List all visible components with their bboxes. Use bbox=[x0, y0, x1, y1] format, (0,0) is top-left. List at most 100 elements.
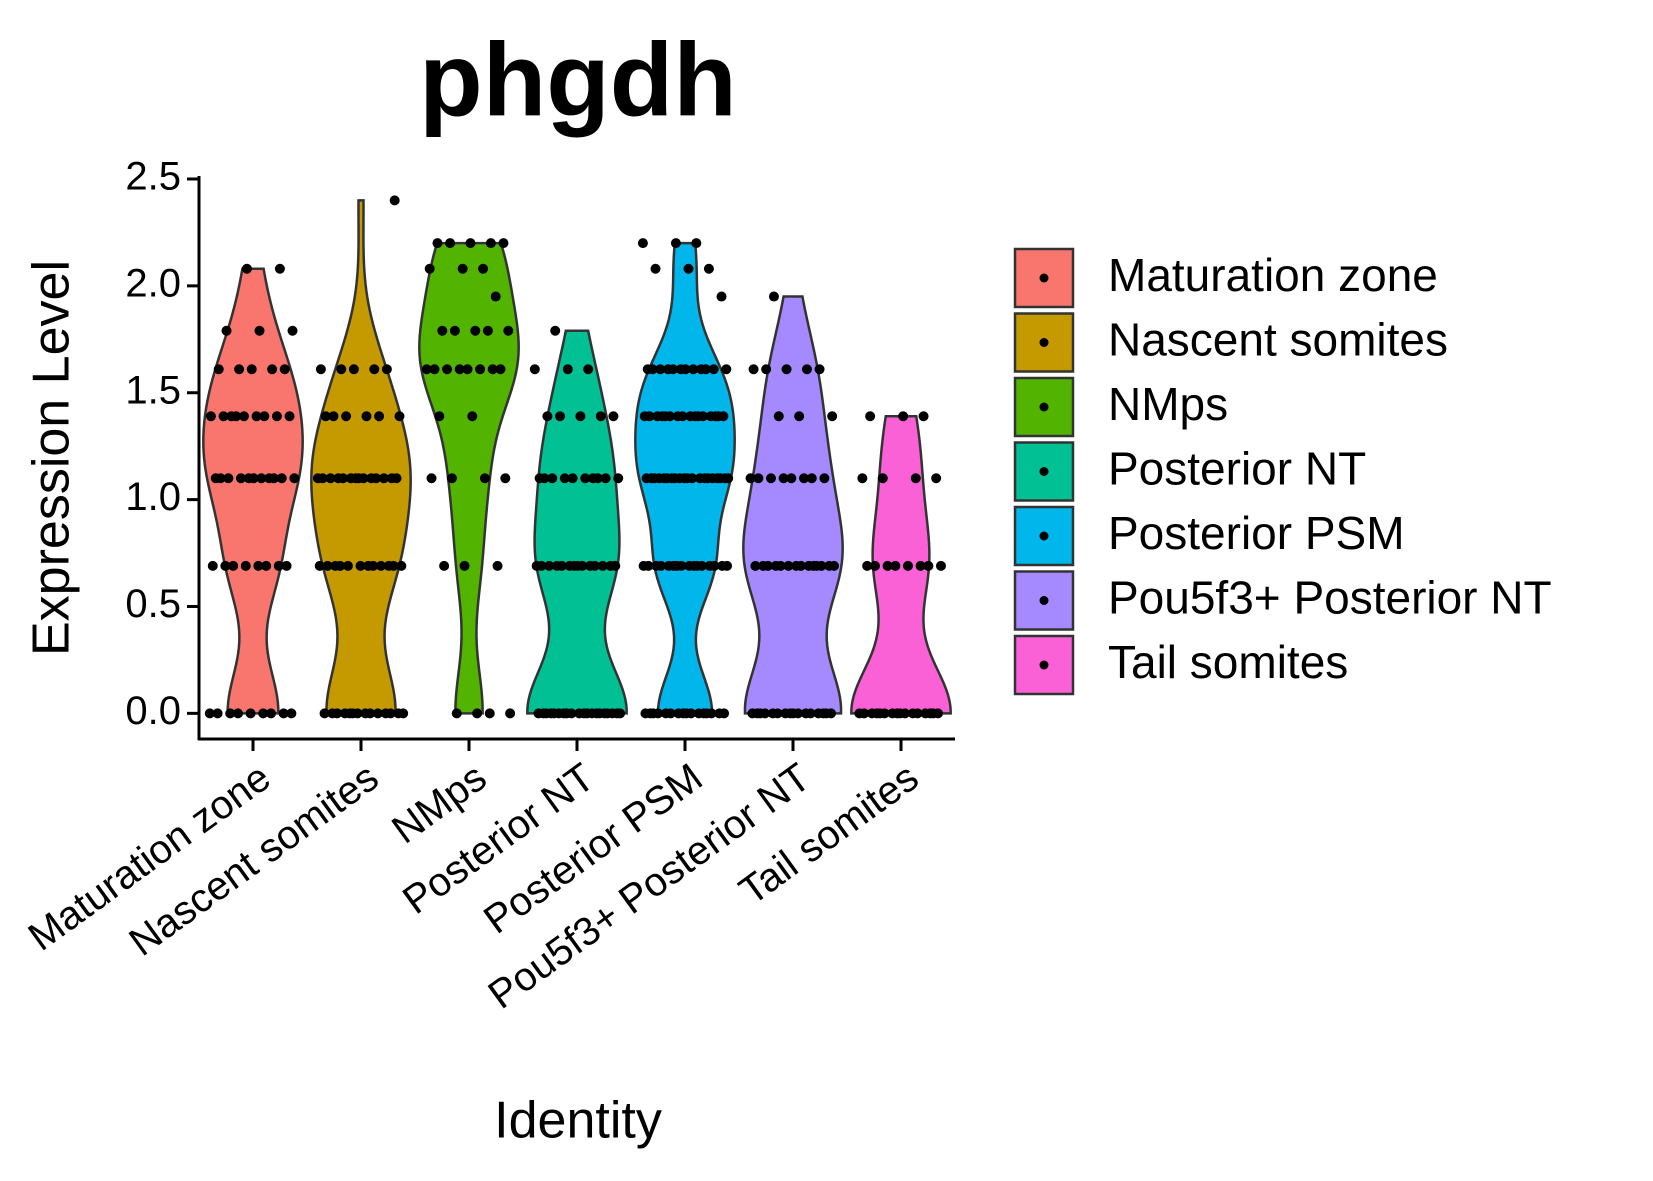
data-point bbox=[220, 560, 231, 571]
data-point bbox=[714, 708, 725, 719]
data-point bbox=[240, 560, 251, 571]
data-point bbox=[315, 364, 326, 375]
data-point bbox=[235, 473, 246, 484]
data-point bbox=[683, 263, 694, 274]
legend-label: Nascent somites bbox=[1108, 314, 1448, 366]
data-point bbox=[544, 560, 555, 571]
y-tick-label: 0.0 bbox=[125, 689, 181, 733]
data-point bbox=[660, 411, 671, 422]
data-point bbox=[550, 325, 561, 336]
data-point bbox=[854, 708, 865, 719]
data-point bbox=[721, 364, 732, 375]
data-point bbox=[819, 473, 830, 484]
data-point bbox=[245, 708, 256, 719]
y-tick-label: 2.0 bbox=[125, 261, 181, 305]
data-point bbox=[813, 708, 824, 719]
data-point bbox=[320, 411, 331, 422]
data-point bbox=[503, 325, 514, 336]
data-point bbox=[778, 473, 789, 484]
data-point bbox=[386, 473, 397, 484]
data-point bbox=[426, 473, 437, 484]
data-point bbox=[703, 263, 714, 274]
data-point bbox=[918, 411, 929, 422]
data-point bbox=[457, 263, 468, 274]
data-point bbox=[274, 263, 285, 274]
data-point bbox=[490, 291, 501, 302]
data-point bbox=[637, 238, 648, 249]
data-point bbox=[567, 473, 578, 484]
violin bbox=[310, 199, 412, 715]
data-point bbox=[327, 708, 338, 719]
data-point bbox=[882, 560, 893, 571]
data-point bbox=[821, 708, 832, 719]
data-point bbox=[713, 411, 724, 422]
data-point bbox=[207, 560, 218, 571]
data-point bbox=[638, 560, 649, 571]
legend-label: Maturation zone bbox=[1108, 249, 1438, 301]
data-point bbox=[745, 473, 756, 484]
data-point bbox=[264, 473, 275, 484]
data-point bbox=[353, 473, 364, 484]
data-point bbox=[902, 560, 913, 571]
data-point bbox=[640, 708, 651, 719]
data-point bbox=[241, 263, 252, 274]
data-point bbox=[582, 708, 593, 719]
data-point bbox=[801, 364, 812, 375]
data-point bbox=[910, 473, 921, 484]
data-point bbox=[613, 473, 624, 484]
data-point bbox=[786, 473, 797, 484]
data-point bbox=[442, 364, 453, 375]
data-point bbox=[748, 364, 759, 375]
data-point bbox=[562, 364, 573, 375]
data-point bbox=[671, 560, 682, 571]
data-point bbox=[583, 364, 594, 375]
data-point bbox=[534, 473, 545, 484]
data-point bbox=[462, 364, 473, 375]
data-point bbox=[753, 473, 764, 484]
data-point bbox=[615, 708, 626, 719]
data-point bbox=[648, 708, 659, 719]
data-point bbox=[375, 560, 386, 571]
data-point bbox=[210, 473, 221, 484]
data-point bbox=[651, 560, 662, 571]
data-point bbox=[492, 560, 503, 571]
data-point bbox=[380, 708, 391, 719]
data-point bbox=[931, 473, 942, 484]
y-tick-label: 1.0 bbox=[125, 475, 181, 519]
data-point bbox=[780, 708, 791, 719]
data-point bbox=[652, 411, 663, 422]
legend-key-dot bbox=[1039, 596, 1049, 605]
data-point bbox=[226, 411, 237, 422]
data-point bbox=[660, 708, 671, 719]
data-point bbox=[688, 364, 699, 375]
data-point bbox=[755, 708, 766, 719]
data-point bbox=[862, 560, 873, 571]
data-point bbox=[541, 708, 552, 719]
data-point bbox=[256, 473, 267, 484]
data-point bbox=[498, 238, 509, 249]
legend-label: Pou5f3+ Posterior NT bbox=[1108, 572, 1552, 624]
data-point bbox=[465, 238, 476, 249]
data-point bbox=[907, 708, 918, 719]
data-point bbox=[800, 708, 811, 719]
data-point bbox=[717, 560, 728, 571]
data-point bbox=[212, 708, 223, 719]
data-point bbox=[887, 708, 898, 719]
data-point bbox=[585, 560, 596, 571]
data-point bbox=[366, 473, 377, 484]
data-point bbox=[694, 473, 705, 484]
data-point bbox=[594, 708, 605, 719]
data-point bbox=[758, 560, 769, 571]
data-point bbox=[454, 364, 465, 375]
data-point bbox=[345, 473, 356, 484]
data-point bbox=[701, 708, 712, 719]
data-point bbox=[265, 708, 276, 719]
data-point bbox=[472, 708, 483, 719]
data-point bbox=[286, 708, 297, 719]
data-point bbox=[675, 364, 686, 375]
data-point bbox=[312, 473, 323, 484]
data-point bbox=[372, 708, 383, 719]
data-point bbox=[768, 291, 779, 302]
data-point bbox=[866, 708, 877, 719]
data-point bbox=[715, 473, 726, 484]
